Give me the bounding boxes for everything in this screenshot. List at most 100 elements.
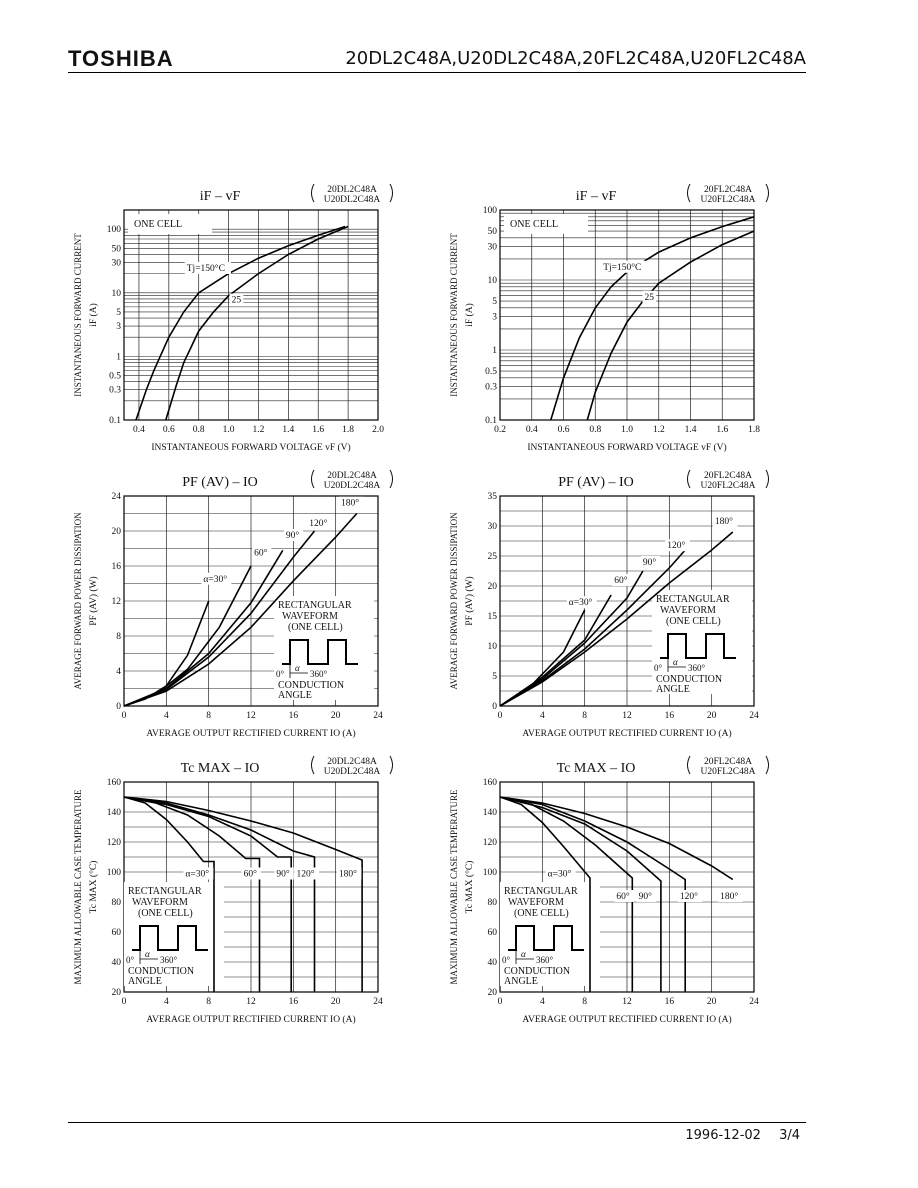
x-tick-label: 24 <box>373 711 383 721</box>
x-tick-label: 0.8 <box>193 425 205 435</box>
curve-label: 120° <box>309 518 327 529</box>
angle-label: 360° <box>160 955 178 965</box>
label-bg <box>718 890 743 902</box>
waveform-shape <box>282 639 358 665</box>
series-line <box>123 796 215 992</box>
label-bg <box>184 261 231 274</box>
y-tick-label: 100 <box>107 868 122 878</box>
y-tick-label: 5 <box>492 672 497 682</box>
x-axis-label: AVERAGE OUTPUT RECTIFIED CURRENT IO (A) <box>146 728 355 739</box>
chart-title: Tc MAX – IO <box>181 761 260 776</box>
y-tick-label: 16 <box>112 562 122 572</box>
model-bracket <box>311 183 393 203</box>
y-tick-label: 100 <box>107 225 122 235</box>
y-axis-label-2: iF (A) <box>88 303 99 327</box>
y-tick-label: 3 <box>116 322 121 332</box>
y-tick-label: 10 <box>488 642 498 652</box>
x-tick-label: 0.4 <box>133 425 145 435</box>
waveform-shape <box>508 925 584 951</box>
x-tick-label: 4 <box>540 711 545 721</box>
x-tick-label: 8 <box>582 711 587 721</box>
curve-label: α=30° <box>569 597 593 608</box>
x-tick-label: 4 <box>164 997 169 1007</box>
conduction-label: ANGLE <box>278 690 312 701</box>
model-bracket <box>687 183 769 203</box>
label-bg <box>294 867 320 880</box>
y-tick-label: 20 <box>488 988 498 998</box>
x-tick-label: 0.2 <box>494 425 506 435</box>
y-axis-label: AVERAGE FORWARD POWER DISSIPATION <box>449 512 459 690</box>
x-tick-label: 1.0 <box>621 425 633 435</box>
angle-label: 360° <box>536 955 554 965</box>
y-tick-label: 140 <box>107 808 122 818</box>
y-tick-label: 40 <box>112 958 122 968</box>
label-bg <box>274 867 294 880</box>
y-tick-label: 60 <box>112 928 122 938</box>
waveform-title: WAVEFORM <box>282 611 338 622</box>
angle-label: 0° <box>654 663 663 673</box>
conduction-label: ANGLE <box>504 976 538 987</box>
chart-model: 20FL2C48A <box>704 185 752 195</box>
curve-label: Tj=150°C <box>603 262 641 273</box>
y-tick-label: 20 <box>112 527 122 537</box>
y-axis-label: INSTANTANEOUS FORWARD CURRENT <box>449 233 459 397</box>
chart-model: U20FL2C48A <box>701 195 756 205</box>
model-bracket <box>687 755 769 775</box>
x-tick-label: 20 <box>331 711 341 721</box>
y-axis-label: MAXIMUM ALLOWABLE CASE TEMPERATURE <box>73 789 83 985</box>
x-tick-label: 1.4 <box>685 425 697 435</box>
x-tick-label: 0.8 <box>589 425 601 435</box>
curve-label: 60° <box>254 548 267 559</box>
curve-label: α=30° <box>548 869 572 880</box>
label-bg <box>640 556 661 568</box>
curve-label: 60° <box>616 891 630 902</box>
waveform-title: RECTANGULAR <box>656 594 730 605</box>
x-tick-label: 8 <box>206 711 211 721</box>
label-bg <box>545 867 576 880</box>
curve-label: 90° <box>276 869 290 880</box>
series-line <box>499 796 686 992</box>
curve-label: 90° <box>643 557 657 568</box>
angle-label: α <box>145 949 150 959</box>
y-tick-label: 1 <box>492 346 497 356</box>
x-tick-label: 1.6 <box>312 425 324 435</box>
series-line <box>123 796 316 992</box>
waveform-title: WAVEFORM <box>508 897 564 908</box>
angle-label: α <box>521 949 526 959</box>
footer-date: 1996-12-02 <box>685 1128 761 1143</box>
curve-label: 120° <box>297 869 315 880</box>
y-tick-label: 160 <box>107 778 122 788</box>
x-tick-label: 0 <box>122 711 127 721</box>
y-tick-label: 10 <box>488 276 498 286</box>
y-axis-label-2: iF (A) <box>464 303 475 327</box>
curve-label: α=30° <box>203 574 227 585</box>
y-axis-label-2: PF (AV) (W) <box>464 576 475 625</box>
x-tick-label: 4 <box>164 711 169 721</box>
y-tick-label: 50 <box>112 244 122 254</box>
label-bg <box>307 516 332 529</box>
angle-label: α <box>673 657 678 667</box>
y-tick-label: 160 <box>483 778 498 788</box>
waveform-title: (ONE CELL) <box>666 616 721 627</box>
model-bracket <box>311 469 393 489</box>
model-bracket <box>687 469 769 489</box>
waveform-title: (ONE CELL) <box>288 622 343 633</box>
label-bg <box>252 546 272 559</box>
label-bg <box>283 529 304 541</box>
y-tick-label: 30 <box>488 522 498 532</box>
label-bg <box>677 890 703 902</box>
angle-label: 360° <box>310 669 328 679</box>
chart-model: 20FL2C48A <box>704 471 752 481</box>
chart-model: 20FL2C48A <box>704 757 752 767</box>
curve-label: 90° <box>286 530 300 541</box>
series-line <box>499 796 662 992</box>
y-tick-label: 24 <box>112 492 122 502</box>
angle-label: 0° <box>126 955 135 965</box>
y-tick-label: 0.5 <box>485 367 497 377</box>
series-line <box>499 594 612 707</box>
x-tick-label: 0 <box>498 997 503 1007</box>
x-tick-label: 1.6 <box>716 425 728 435</box>
x-tick-label: 0.4 <box>526 425 538 435</box>
